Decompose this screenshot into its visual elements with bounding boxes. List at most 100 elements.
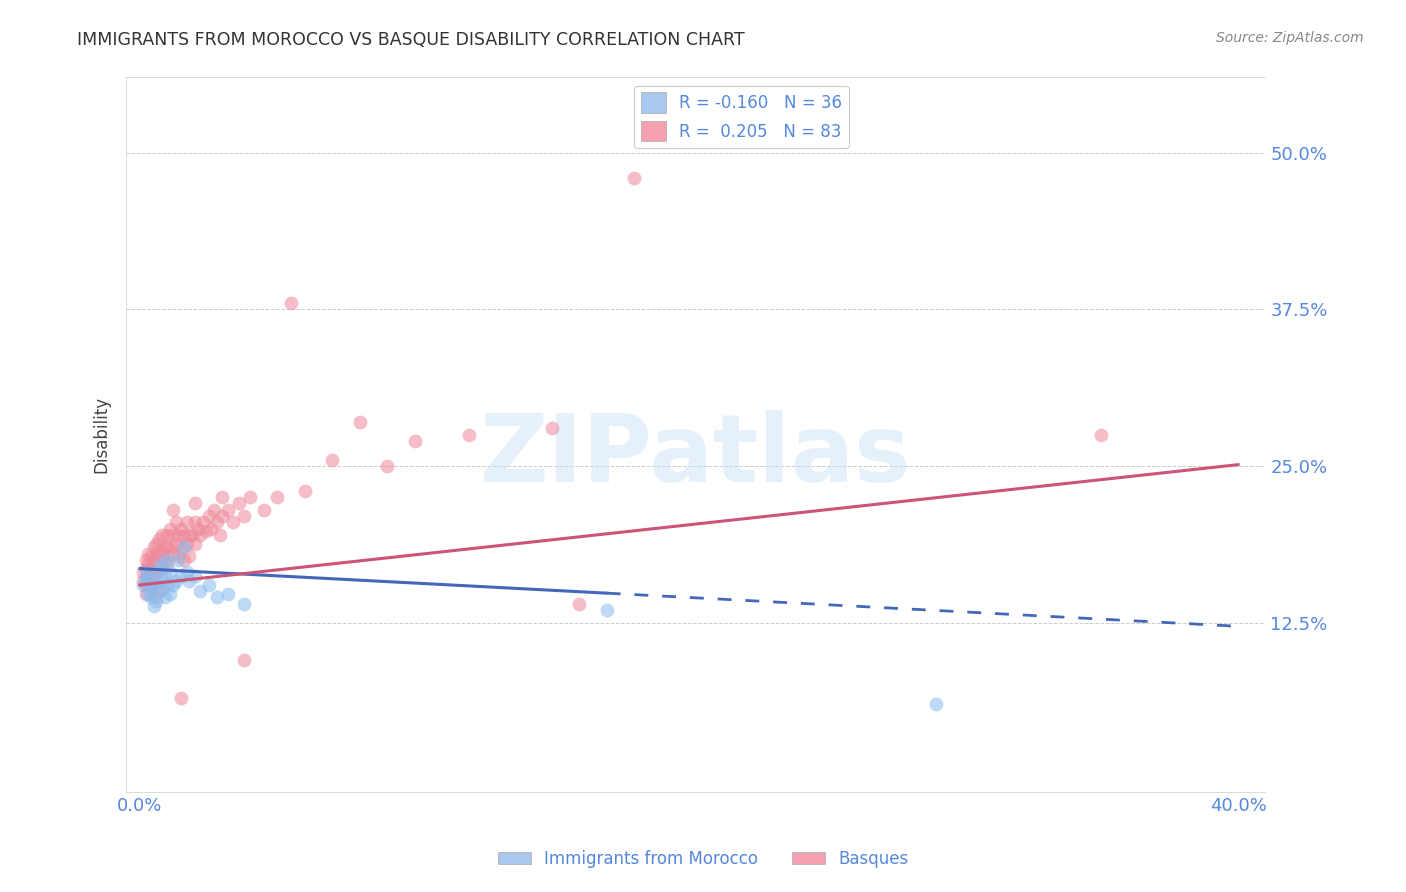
Point — [139, 578, 162, 592]
Point — [176, 516, 198, 530]
Point — [404, 434, 426, 448]
Point — [190, 584, 212, 599]
Point — [540, 421, 562, 435]
Point — [222, 516, 245, 530]
Point — [217, 587, 239, 601]
Point — [184, 536, 207, 550]
Point — [132, 578, 155, 592]
Point — [148, 561, 170, 575]
Text: IMMIGRANTS FROM MOROCCO VS BASQUE DISABILITY CORRELATION CHART: IMMIGRANTS FROM MOROCCO VS BASQUE DISABI… — [77, 31, 745, 49]
Point — [179, 528, 201, 542]
Point — [173, 528, 195, 542]
Point — [139, 578, 162, 592]
Point — [148, 532, 170, 546]
Point — [159, 566, 181, 580]
Point — [139, 561, 162, 575]
Point — [349, 415, 371, 429]
Point — [156, 578, 179, 592]
Point — [156, 553, 179, 567]
Point — [162, 502, 184, 516]
Point — [202, 502, 225, 516]
Point — [181, 528, 204, 542]
Point — [173, 541, 195, 555]
Point — [205, 516, 228, 530]
Point — [136, 566, 159, 580]
Point — [136, 547, 159, 561]
Point — [156, 528, 179, 542]
Point — [159, 587, 181, 601]
Point — [134, 569, 156, 583]
Point — [139, 549, 162, 563]
Point — [150, 582, 173, 596]
Point — [170, 541, 193, 555]
Point — [197, 508, 219, 523]
Point — [233, 653, 256, 667]
Point — [1090, 427, 1112, 442]
Legend: R = -0.160   N = 36, R =  0.205   N = 83: R = -0.160 N = 36, R = 0.205 N = 83 — [634, 86, 849, 148]
Point — [165, 516, 187, 530]
Point — [167, 549, 190, 563]
Point — [132, 574, 155, 589]
Point — [217, 502, 239, 516]
Point — [167, 553, 190, 567]
Point — [623, 170, 645, 185]
Point — [150, 528, 173, 542]
Point — [280, 296, 302, 310]
Point — [375, 458, 398, 473]
Point — [179, 574, 201, 589]
Point — [150, 574, 173, 589]
Point — [142, 599, 165, 614]
Point — [145, 566, 167, 580]
Y-axis label: Disability: Disability — [93, 396, 110, 473]
Point — [184, 569, 207, 583]
Point — [170, 569, 193, 583]
Point — [145, 549, 167, 563]
Point — [153, 569, 176, 583]
Point — [184, 516, 207, 530]
Point — [176, 566, 198, 580]
Point — [200, 522, 222, 536]
Point — [294, 483, 316, 498]
Point — [167, 528, 190, 542]
Point — [211, 508, 233, 523]
Point — [190, 528, 212, 542]
Point — [162, 528, 184, 542]
Point — [176, 536, 198, 550]
Point — [233, 597, 256, 611]
Point — [239, 490, 262, 504]
Point — [595, 603, 617, 617]
Point — [205, 591, 228, 605]
Point — [153, 591, 176, 605]
Point — [187, 522, 209, 536]
Point — [145, 594, 167, 608]
Point — [136, 587, 159, 601]
Point — [156, 541, 179, 555]
Point — [134, 561, 156, 575]
Point — [458, 427, 481, 442]
Point — [136, 569, 159, 583]
Point — [162, 578, 184, 592]
Point — [252, 502, 274, 516]
Point — [156, 557, 179, 571]
Point — [170, 690, 193, 705]
Point — [150, 561, 173, 575]
Point — [148, 544, 170, 558]
Point — [211, 490, 233, 504]
Text: ZIPatlas: ZIPatlas — [481, 410, 911, 502]
Point — [139, 582, 162, 596]
Point — [173, 553, 195, 567]
Point — [142, 541, 165, 555]
Point — [165, 536, 187, 550]
Point — [132, 566, 155, 580]
Point — [150, 557, 173, 571]
Point — [208, 528, 231, 542]
Point — [228, 496, 250, 510]
Point — [194, 524, 217, 538]
Point — [153, 541, 176, 555]
Point — [568, 597, 591, 611]
Point — [142, 569, 165, 583]
Point — [266, 490, 288, 504]
Point — [134, 587, 156, 601]
Point — [179, 549, 201, 563]
Point — [145, 591, 167, 605]
